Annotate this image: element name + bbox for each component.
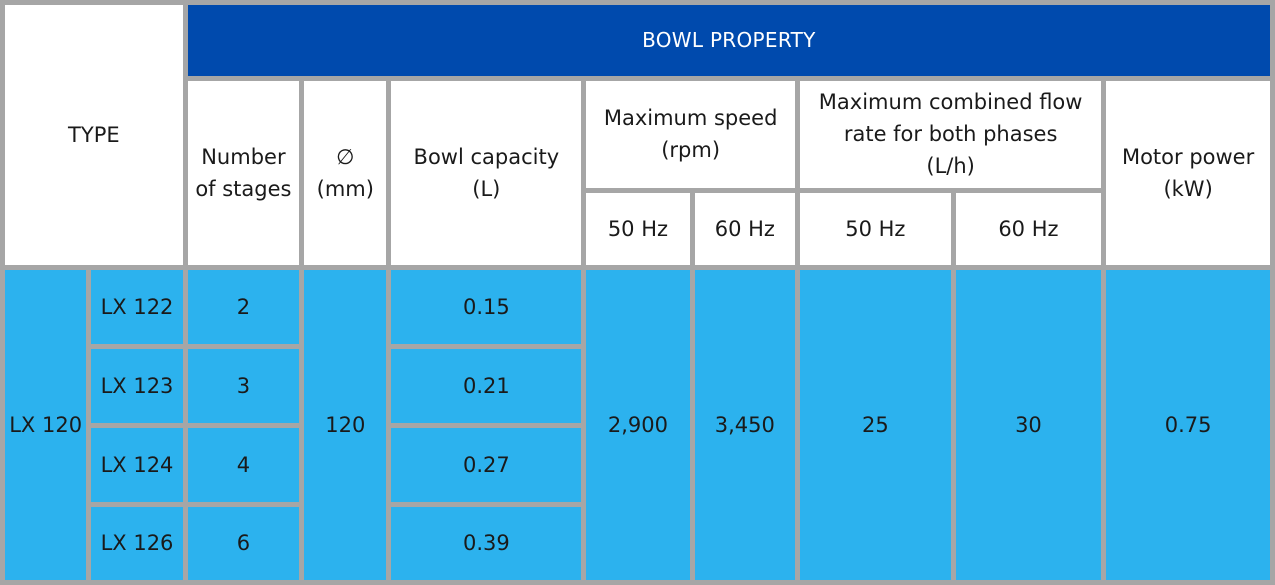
capacity-value: 0.27: [462, 452, 510, 477]
power-header-label: Motor power: [1121, 144, 1255, 169]
speed-50hz-header: 50 Hz: [586, 192, 690, 265]
model-name: LX 124: [100, 452, 174, 477]
stages-cell: 3: [187, 348, 300, 423]
speed-60hz-value: 3,450: [714, 412, 775, 437]
bowl-property-label: BOWL PROPERTY: [642, 28, 816, 53]
diameter-cell: 120: [304, 269, 387, 580]
diameter-value: 120: [325, 412, 366, 437]
flow-60hz-label: 60 Hz: [998, 216, 1059, 241]
model-name: LX 122: [100, 294, 174, 319]
power-unit: (kW): [1163, 176, 1213, 201]
stages-header: Number of stages: [187, 80, 300, 265]
capacity-cell: 0.39: [391, 506, 582, 580]
stages-value: 3: [236, 373, 251, 398]
flow-header: Maximum combined flow rate for both phas…: [800, 80, 1102, 188]
speed-50hz-cell: 2,900: [586, 269, 690, 580]
flow-60hz-cell: 30: [955, 269, 1102, 580]
flow-50hz-value: 25: [861, 412, 889, 437]
flow-60hz-header: 60 Hz: [955, 192, 1102, 265]
flow-50hz-header: 50 Hz: [800, 192, 951, 265]
series-name: LX 120: [9, 412, 83, 437]
flow-unit: (L/h): [926, 154, 975, 179]
capacity-cell: 0.21: [391, 348, 582, 423]
speed-50hz-label: 50 Hz: [607, 216, 669, 241]
speed-50hz-value: 2,900: [607, 412, 668, 437]
flow-header-label: Maximum combined flow rate for both phas…: [818, 90, 1083, 147]
power-value: 0.75: [1164, 412, 1212, 437]
capacity-header: Bowl capacity (L): [391, 80, 582, 265]
stages-value: 4: [236, 452, 251, 477]
speed-60hz-label: 60 Hz: [714, 216, 775, 241]
stages-cell: 2: [187, 269, 300, 344]
capacity-cell: 0.15: [391, 269, 582, 344]
model-cell: LX 124: [91, 427, 183, 502]
diameter-unit: (mm): [316, 176, 374, 201]
stages-cell: 4: [187, 427, 300, 502]
capacity-header-label: Bowl capacity: [413, 144, 560, 169]
model-cell: LX 126: [91, 506, 183, 580]
capacity-value: 0.39: [462, 531, 510, 556]
table-row: LX 126 6 0.39: [5, 506, 1270, 580]
speed-60hz-header: 60 Hz: [694, 192, 796, 265]
speed-unit: (rpm): [661, 138, 721, 163]
model-cell: LX 123: [91, 348, 183, 423]
flow-60hz-value: 30: [1015, 412, 1042, 437]
capacity-cell: 0.27: [391, 427, 582, 502]
power-cell: 0.75: [1106, 269, 1270, 580]
speed-header-label: Maximum speed: [603, 106, 778, 131]
capacity-value: 0.15: [462, 294, 510, 319]
speed-60hz-cell: 3,450: [694, 269, 796, 580]
table-row: LX 123 3 0.21: [5, 348, 1270, 423]
stages-header-label: Number of stages: [195, 144, 292, 201]
flow-50hz-label: 50 Hz: [845, 216, 906, 241]
capacity-unit: (L): [472, 176, 501, 201]
model-name: LX 123: [100, 373, 174, 398]
capacity-value: 0.21: [462, 373, 510, 398]
power-header: Motor power (kW): [1106, 80, 1270, 265]
stages-cell: 6: [187, 506, 300, 580]
flow-50hz-cell: 25: [800, 269, 951, 580]
model-name: LX 126: [100, 531, 174, 556]
model-cell: LX 122: [91, 269, 183, 344]
speed-header: Maximum speed (rpm): [586, 80, 796, 188]
stages-value: 2: [236, 294, 251, 319]
bowl-property-header: BOWL PROPERTY: [187, 5, 1270, 76]
table-row: LX 124 4 0.27: [5, 427, 1270, 502]
stages-value: 6: [236, 531, 251, 556]
type-header: TYPE: [5, 5, 183, 265]
diameter-symbol: ∅: [336, 144, 355, 169]
type-header-label: TYPE: [68, 122, 120, 147]
diameter-header: ∅ (mm): [304, 80, 387, 265]
series-name-cell: LX 120: [5, 269, 87, 580]
table-row: LX 120 LX 122 2 120 0.15 2,900 3,450 25 …: [5, 269, 1270, 580]
